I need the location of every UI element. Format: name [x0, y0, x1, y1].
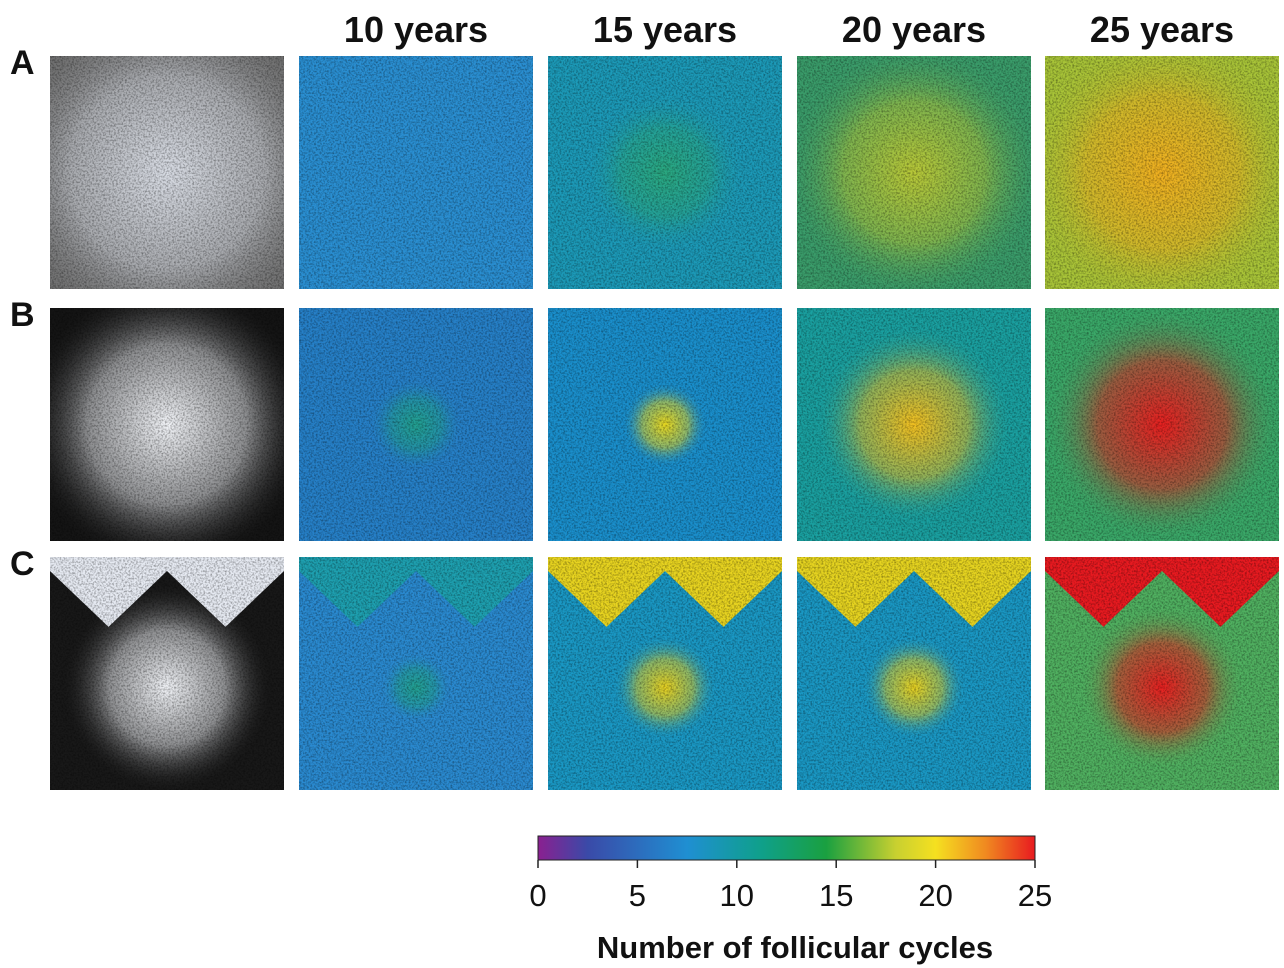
panel-noise	[1045, 557, 1279, 790]
panel-noise	[50, 557, 284, 790]
colorbar-tick-label: 15	[819, 878, 853, 913]
panel-noise	[548, 308, 782, 541]
panel-noise	[548, 557, 782, 790]
panels	[50, 56, 1279, 790]
simulation-panel	[1045, 308, 1279, 541]
simulation-panel	[797, 56, 1031, 289]
colorbar-axis: 0 5 10 15 20 25	[529, 860, 1052, 913]
panel-noise	[548, 56, 782, 289]
panel-noise	[797, 557, 1031, 790]
simulation-panel	[299, 308, 533, 541]
simulation-panel	[1045, 56, 1279, 289]
panel-noise	[797, 308, 1031, 541]
simulation-panel	[797, 308, 1031, 541]
simulation-panel	[50, 56, 284, 289]
colorbar-tick-label: 20	[918, 878, 952, 913]
row-label: B	[10, 296, 35, 334]
panel-noise	[299, 557, 533, 790]
simulation-panel	[548, 308, 782, 541]
simulation-panel	[548, 56, 782, 289]
simulation-panel	[548, 557, 782, 790]
panel-noise	[797, 56, 1031, 289]
colorbar-tick-label: 5	[629, 878, 646, 913]
colorbar-tick-label: 0	[529, 878, 546, 913]
panel-noise	[1045, 56, 1279, 289]
simulation-panel	[50, 308, 284, 541]
colorbar-tick-label: 10	[720, 878, 754, 913]
simulation-panel	[797, 557, 1031, 790]
panel-noise	[299, 308, 533, 541]
colorbar-label: Number of follicular cycles	[597, 930, 993, 965]
panel-noise	[50, 308, 284, 541]
column-header: 15 years	[593, 9, 737, 50]
column-header: 10 years	[344, 9, 488, 50]
simulation-panel	[1045, 557, 1279, 790]
figure: 0 5 10 15 20 25 Number of follicular cycles 1…	[0, 0, 1284, 968]
row-label: C	[10, 545, 35, 583]
panel-noise	[299, 56, 533, 289]
panel-noise	[1045, 308, 1279, 541]
column-header: 20 years	[842, 9, 986, 50]
simulation-panel	[299, 557, 533, 790]
colorbar	[538, 836, 1035, 860]
panel-noise	[50, 56, 284, 289]
colorbar-tick-label: 25	[1018, 878, 1052, 913]
column-header: 25 years	[1090, 9, 1234, 50]
row-label: A	[10, 44, 35, 82]
simulation-panel	[299, 56, 533, 289]
simulation-panel	[50, 557, 284, 790]
